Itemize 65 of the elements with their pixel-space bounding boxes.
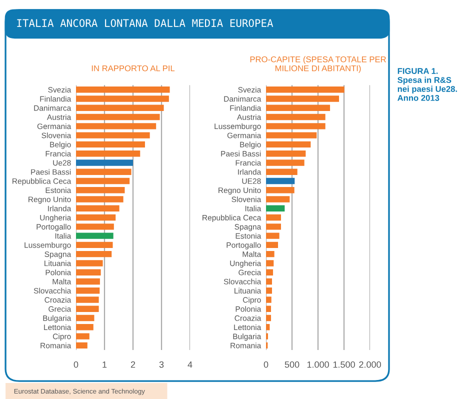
bar: [76, 196, 124, 202]
bar: [266, 123, 326, 130]
bar: [76, 333, 90, 340]
x-tick-label: 2: [130, 361, 136, 368]
bar: [266, 178, 295, 184]
bar: [266, 214, 281, 221]
bar: [266, 141, 311, 148]
chart-title: PRO-CAPITE (SPESA TOTALE PER MILIONE DI ABITANTI): [250, 56, 386, 73]
bar: [76, 160, 134, 166]
bar: [266, 205, 285, 212]
bar: [76, 150, 140, 157]
bar: [76, 314, 94, 322]
x-tick-label: 0: [264, 361, 268, 368]
x-tick-label: 1: [102, 361, 107, 368]
x-tick-label: 0: [74, 361, 78, 368]
bar: [266, 187, 294, 194]
bar: [76, 242, 113, 248]
x-tick-label: 1.000: [307, 361, 329, 368]
x-tick-label: 1.500: [333, 361, 355, 368]
bar: [76, 260, 103, 266]
bar: [266, 104, 330, 112]
bar: [76, 205, 120, 212]
x-tick-label: 3: [159, 361, 164, 368]
bar: [266, 114, 326, 120]
bar: [76, 296, 99, 303]
text: FIGURA 1. Spesa in R&S nei paesi Ue28. Anno 2013: [398, 68, 457, 101]
chart-title: IN RAPPORTO AL PIL: [92, 65, 175, 72]
x-tick-label: 2.000: [359, 361, 381, 368]
bar: [266, 260, 274, 266]
bar: [76, 132, 150, 138]
text: ITALIA ANCORA LONTANA DALLA MEDIA EUROPEA: [17, 19, 274, 27]
bar: [76, 278, 100, 285]
bar: [76, 141, 145, 148]
bar: [76, 86, 170, 93]
bar: [76, 324, 94, 330]
bar: [76, 104, 164, 112]
bar: [76, 96, 169, 102]
bar: [76, 114, 160, 120]
bar: [76, 232, 114, 239]
bar: [76, 342, 88, 349]
bar: [266, 250, 274, 258]
bar: [266, 224, 281, 230]
bar: [266, 132, 317, 138]
bar: [76, 178, 130, 184]
bar: [266, 96, 340, 102]
bar: [266, 242, 278, 248]
bar: [76, 168, 132, 175]
x-tick-label: 500: [284, 361, 300, 368]
bar: [76, 288, 100, 294]
bar: [266, 269, 274, 276]
bar: [266, 150, 306, 157]
bar: [76, 187, 125, 194]
bar: [266, 160, 304, 166]
bar: [76, 250, 112, 258]
bar: [266, 168, 298, 175]
bar: [76, 224, 114, 230]
bar: [76, 269, 101, 276]
bar: [76, 123, 156, 130]
bar: [266, 86, 344, 93]
bar: [76, 214, 116, 221]
bar: [266, 232, 280, 239]
bar: [76, 306, 99, 312]
x-tick-label: 4: [188, 361, 192, 368]
bar: [266, 196, 290, 202]
bar: [266, 296, 272, 303]
